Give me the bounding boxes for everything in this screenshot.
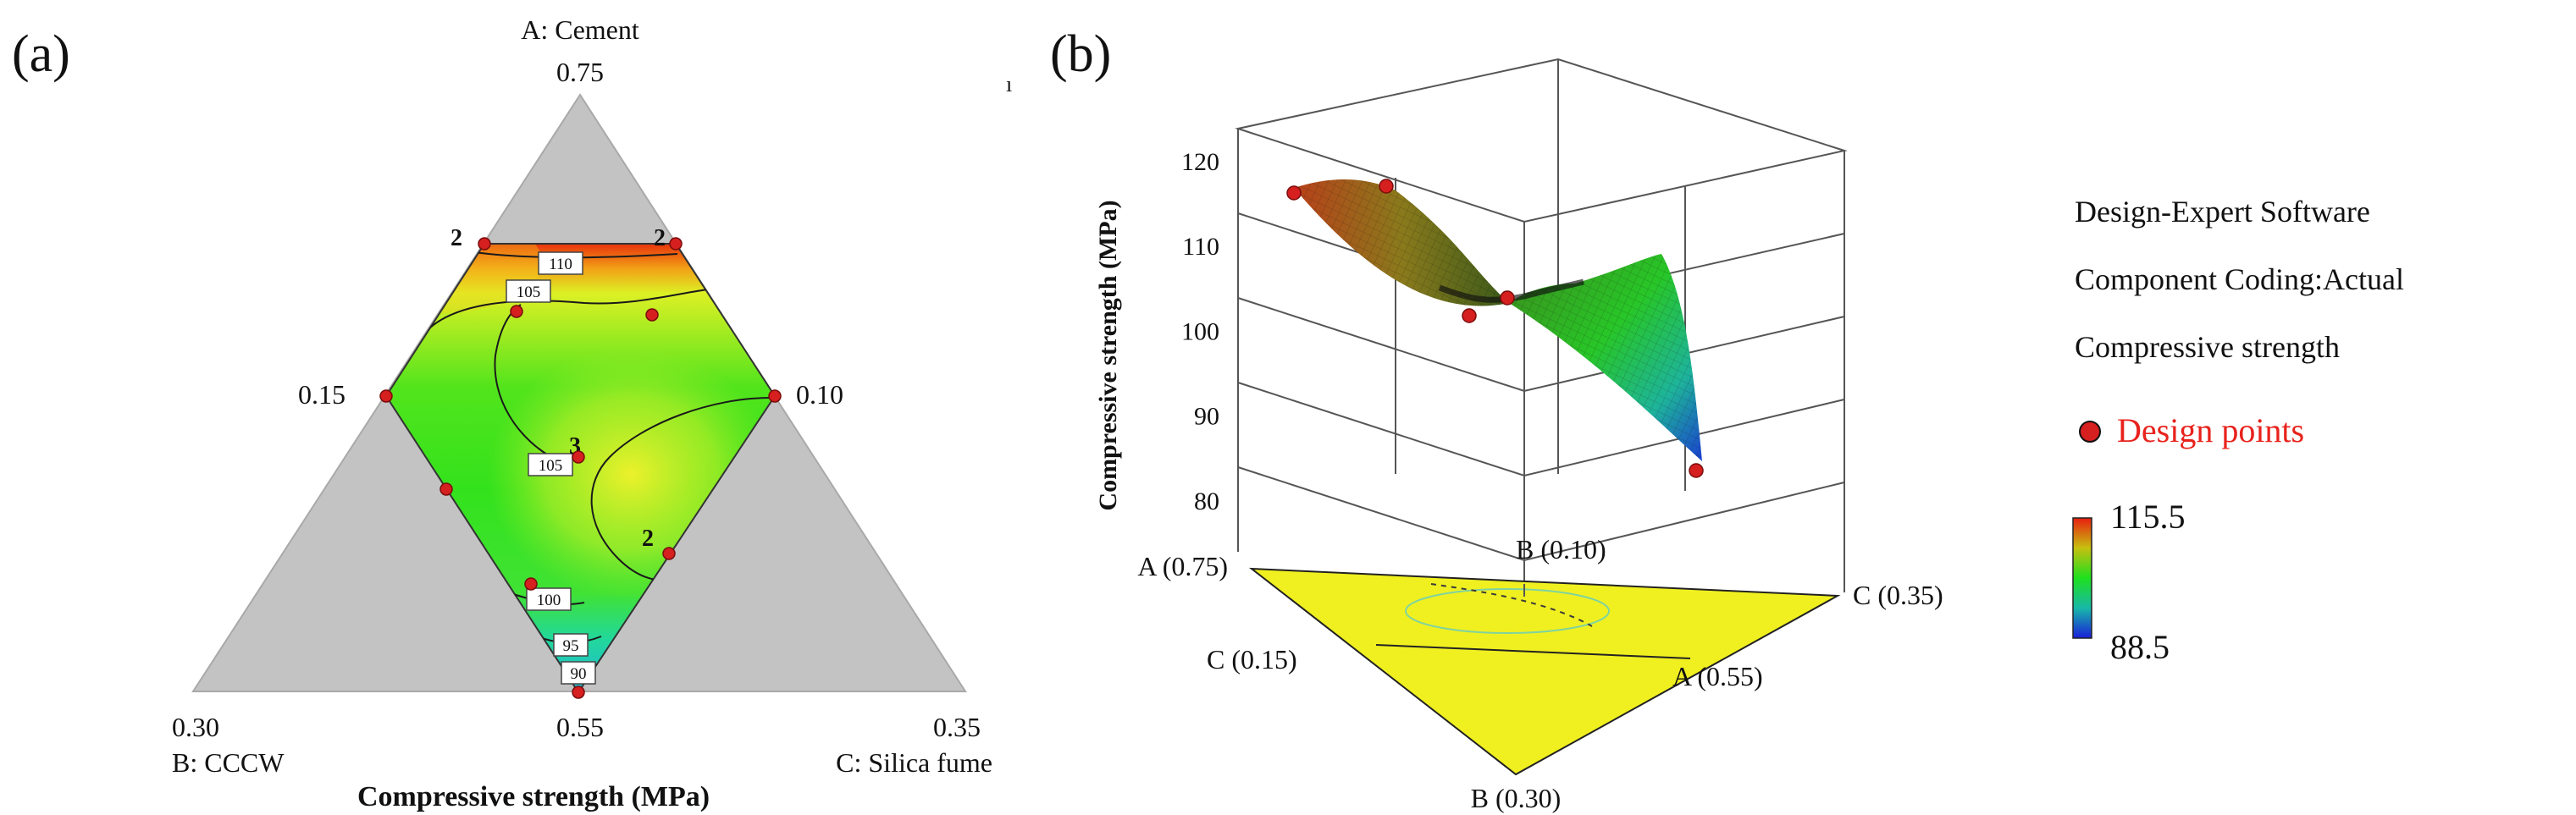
design-point [510, 305, 523, 318]
design-point [524, 577, 538, 591]
replicate-label: 2 [451, 225, 462, 251]
base-label-b-high: B (0.30) [1471, 783, 1562, 813]
design-point [439, 482, 453, 496]
contour-label-105-mid: 105 [528, 453, 573, 476]
svg-text:100: 100 [537, 592, 561, 609]
design-points-a [379, 237, 782, 699]
design-point [379, 389, 393, 403]
vertex-top-value: 0.75 [556, 57, 604, 87]
svg-text:110: 110 [549, 256, 572, 273]
contour-label-110: 110 [538, 251, 583, 275]
legend: Design-Expert Software Component Coding:… [2072, 195, 2404, 666]
vertex-left-name: B: CCCW [172, 747, 285, 778]
z-tick-label: 120 [1181, 148, 1219, 176]
design-point [1500, 290, 1515, 306]
svg-text:105: 105 [539, 457, 563, 475]
design-point [768, 389, 782, 403]
legend-line-software: Design-Expert Software [2075, 195, 2370, 229]
design-point [1689, 463, 1704, 478]
svg-text:105: 105 [517, 284, 541, 301]
edge-left-value: 0.15 [298, 379, 345, 410]
design-point [572, 686, 585, 699]
legend-line-response: Compressive strength [2075, 330, 2340, 364]
replicate-label: 2 [654, 225, 666, 251]
design-point-legend-marker [2079, 421, 2101, 443]
colorbar-min-label: 88.5 [2110, 628, 2170, 666]
edge-right-value: 0.10 [796, 379, 843, 410]
colorbar [2072, 517, 2092, 639]
panel-a-label: (a) [12, 25, 70, 83]
vertex-right-value: 0.35 [933, 712, 981, 742]
response-surface [1294, 179, 1702, 461]
vertex-top-name: A: Cement [521, 14, 639, 45]
contour-label-100: 100 [526, 587, 572, 611]
base-label-b-low: B (0.10) [1516, 534, 1606, 564]
base-label-a-low: A (0.55) [1672, 661, 1763, 691]
design-point [1286, 185, 1302, 201]
svg-text:95: 95 [563, 637, 579, 655]
design-points-b [1286, 179, 1704, 478]
bottom-value: 0.55 [556, 712, 604, 742]
contour-region-outline [384, 243, 777, 694]
base-label-c-high: C (0.35) [1853, 580, 1943, 610]
base-label-c-low: C (0.15) [1207, 644, 1297, 675]
design-point [669, 237, 683, 251]
z-axis-title: Compressive strength (MPa) [1094, 200, 1122, 510]
design-points-label: Design points [2117, 411, 2304, 449]
panel-a-title: Compressive strength (MPa) [357, 781, 710, 812]
vertex-left-value: 0.30 [172, 712, 219, 742]
design-point [478, 237, 491, 251]
design-point [662, 547, 676, 560]
base-plane [1248, 567, 1841, 776]
panel-b-label: (b) [1050, 25, 1111, 83]
legend-line-coding: Component Coding:Actual [2075, 262, 2404, 296]
contour-label-105-top: 105 [506, 279, 551, 303]
colorbar-max-label: 115.5 [2110, 498, 2186, 536]
svg-text:90: 90 [571, 665, 587, 683]
plot-box-3d [1235, 58, 1848, 592]
contour-label-95: 95 [553, 633, 589, 657]
base-label-a-high: A (0.75) [1137, 551, 1228, 581]
z-tick-label: 110 [1182, 233, 1219, 261]
design-point [645, 308, 659, 322]
design-point [1379, 179, 1394, 194]
design-point [1462, 308, 1477, 323]
stray-mark: ı [1006, 72, 1012, 96]
contour-label-90: 90 [561, 661, 596, 685]
z-tick-label: 100 [1181, 317, 1219, 345]
contour-labels: 110 105 105 100 95 90 [506, 251, 596, 685]
z-tick-label: 80 [1194, 487, 1219, 515]
replicate-label: 2 [642, 526, 654, 552]
panel-a: (a) 110 105 105 100 95 90 [12, 14, 992, 812]
z-tick-label: 90 [1194, 403, 1219, 431]
panel-b: (b) ı [1006, 25, 1943, 813]
vertex-right-name: C: Silica fume [836, 747, 992, 778]
z-axis: 80 90 100 110 120 [1181, 148, 1219, 515]
design-point [572, 450, 585, 464]
